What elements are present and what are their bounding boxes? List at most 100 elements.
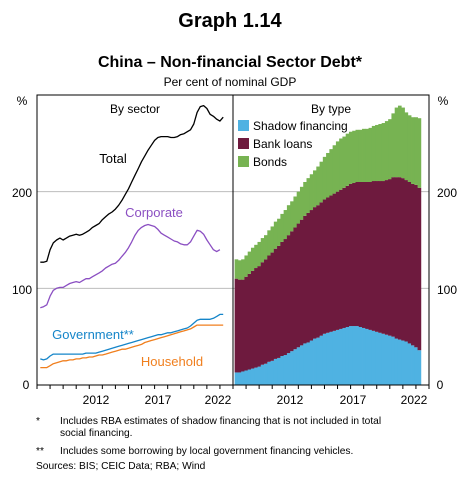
bar-bonds <box>234 259 239 279</box>
footnote-1-text: Includes RBA estimates of shadow financi… <box>60 416 382 439</box>
bar-bonds <box>397 105 402 178</box>
bar-bank-loans <box>273 248 278 359</box>
bar-shadow-financing <box>237 372 242 385</box>
bar-bonds <box>381 123 386 182</box>
bar-bonds <box>299 186 304 220</box>
bar-bank-loans <box>381 181 386 334</box>
bar-bonds <box>342 136 347 188</box>
bar-bank-loans <box>352 182 356 327</box>
bar-bonds <box>417 118 422 188</box>
line-household <box>40 324 224 369</box>
bar-bank-loans <box>247 273 252 370</box>
bar-bank-loans <box>286 235 291 354</box>
bar-bank-loans <box>250 270 255 369</box>
bar-bonds <box>329 149 334 196</box>
bar-shadow-financing <box>306 342 311 385</box>
bar-shadow-financing <box>339 328 343 385</box>
bar-shadow-financing <box>368 329 373 385</box>
bar-bank-loans <box>316 205 320 338</box>
bar-shadow-financing <box>378 332 383 385</box>
bar-shadow-financing <box>241 371 245 385</box>
panel-title-by-type: By type <box>311 102 351 116</box>
line-total <box>40 104 224 263</box>
bar-bank-loans <box>388 179 392 336</box>
bar-bonds <box>250 247 255 271</box>
bar-shadow-financing <box>404 341 409 385</box>
bar-bonds <box>326 153 330 198</box>
bar-bonds <box>368 127 373 182</box>
bar-bank-loans <box>375 181 379 332</box>
bar-bank-loans <box>378 181 383 333</box>
bar-bonds <box>290 201 294 232</box>
series-label-household: Household <box>141 354 203 369</box>
bar-bank-loans <box>293 227 298 350</box>
bar-shadow-financing <box>264 363 268 385</box>
line-government <box>40 313 224 361</box>
bar-bonds <box>348 131 353 184</box>
bar-bank-loans <box>277 245 281 358</box>
bar-bank-loans <box>384 180 389 335</box>
bar-bank-loans <box>362 182 366 328</box>
bar-shadow-financing <box>345 327 350 385</box>
bar-bank-loans <box>270 252 275 361</box>
bar-bonds <box>270 226 275 253</box>
series-label-government: Government** <box>52 327 134 342</box>
bar-bank-loans <box>358 182 363 327</box>
bar-bank-loans <box>365 182 369 329</box>
bar-bank-loans <box>309 210 314 341</box>
bar-shadow-financing <box>411 345 415 385</box>
bar-bonds <box>404 112 409 181</box>
bar-bank-loans <box>244 276 249 371</box>
bar-shadow-financing <box>277 357 281 385</box>
legend-swatch-bank-loans <box>238 138 249 149</box>
bar-bank-loans <box>299 219 304 346</box>
bar-bank-loans <box>267 255 271 362</box>
bar-bank-loans <box>417 187 422 351</box>
y-tick-right-0: 0 <box>437 378 444 392</box>
legend: Shadow financing Bank loans Bonds <box>238 119 348 169</box>
bar-bonds <box>375 124 379 182</box>
legend-swatch-bonds <box>238 156 249 167</box>
footnote-2-text: Includes some borrowing by local governm… <box>60 446 354 457</box>
bar-shadow-financing <box>348 326 353 385</box>
bar-shadow-financing <box>362 327 366 385</box>
bar-bonds <box>401 107 405 179</box>
bar-shadow-financing <box>260 364 265 385</box>
bar-bank-loans <box>348 183 353 327</box>
sources: Sources: BIS; CEIC Data; RBA; Wind <box>36 461 206 472</box>
bar-shadow-financing <box>355 326 360 385</box>
bar-bank-loans <box>254 268 258 368</box>
panel-title-by-sector: By sector <box>110 102 160 116</box>
bar-bonds <box>384 121 389 181</box>
bar-shadow-financing <box>273 358 278 385</box>
bar-bonds <box>378 124 383 182</box>
bar-bank-loans <box>306 212 311 343</box>
bar-bank-loans <box>313 207 317 339</box>
bar-shadow-financing <box>280 356 285 385</box>
line-series <box>40 104 224 369</box>
bar-bonds <box>332 145 337 194</box>
bar-bank-loans <box>280 241 285 356</box>
bar-bonds <box>273 221 278 249</box>
bar-bonds <box>365 128 369 182</box>
bar-bonds <box>293 196 298 228</box>
right-panel-frame <box>232 94 430 386</box>
x-tick-right-2017: 2017 <box>340 393 367 407</box>
bar-bank-loans <box>342 187 347 328</box>
bar-bonds <box>237 260 242 280</box>
x-tick-left-2022: 2022 <box>205 393 232 407</box>
x-tick-right-2012: 2012 <box>277 393 304 407</box>
bar-bonds <box>296 191 301 224</box>
bar-shadow-financing <box>417 350 422 385</box>
bar-bank-loans <box>260 262 265 365</box>
bar-bank-loans <box>303 215 307 344</box>
bar-shadow-financing <box>303 343 307 385</box>
bar-bank-loans <box>391 177 396 337</box>
series-label-total: Total <box>99 151 127 166</box>
bar-bonds <box>303 182 307 216</box>
series-label-corporate: Corporate <box>125 205 183 220</box>
bar-bonds <box>411 117 415 184</box>
bar-bank-loans <box>237 279 242 373</box>
bar-shadow-financing <box>247 369 252 385</box>
bar-bank-loans <box>241 279 245 372</box>
